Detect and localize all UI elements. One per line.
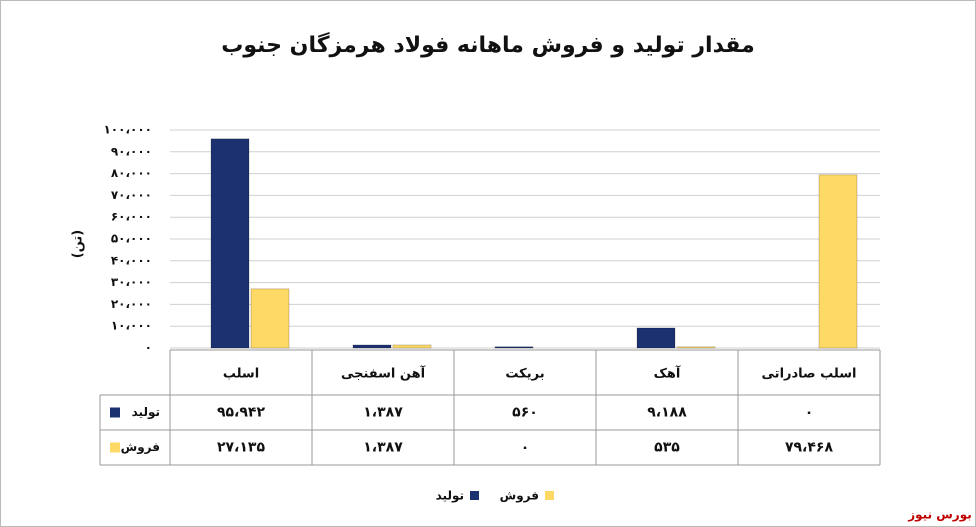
x-tick-label: اسلب (223, 367, 259, 382)
legend-key (545, 491, 554, 500)
x-tick-label: آهن اسفنجی (341, 365, 426, 382)
row-key (110, 407, 120, 418)
x-tick-label: بریکت (505, 367, 544, 382)
source: بورس نیوز (907, 508, 972, 523)
legend-label: فروش (500, 489, 539, 504)
row-key (110, 442, 120, 453)
bar (210, 138, 250, 349)
row-header: فروش (121, 440, 160, 455)
table-value: ۰ (521, 440, 530, 456)
table-value: ۹،۱۸۸ (647, 405, 687, 421)
legend-key (470, 491, 479, 500)
y-tick-label: ۴۰،۰۰۰ (111, 253, 152, 267)
y-tick-label: ۲۰،۰۰۰ (111, 297, 152, 311)
y-tick-label: ۰ (145, 341, 152, 355)
y-tick-label: ۱۰۰،۰۰۰ (103, 123, 152, 137)
y-tick-label: ۳۰،۰۰۰ (111, 275, 152, 289)
table-value: ۱،۳۸۷ (363, 405, 403, 421)
bar (392, 344, 432, 349)
row-header: تولید (132, 405, 160, 420)
y-tick-label: ۷۰،۰۰۰ (111, 188, 152, 202)
y-tick-label: ۵۰،۰۰۰ (111, 232, 152, 246)
table-value: ۵۶۰ (512, 405, 538, 421)
y-axis-label: (تن) (71, 230, 86, 259)
bar (250, 288, 290, 349)
table-value: ۲۷،۱۳۵ (217, 440, 265, 456)
table-value: ۵۳۵ (654, 440, 680, 456)
legend-label: تولید (436, 489, 464, 504)
bar (636, 327, 676, 349)
table-value: ۷۹،۴۶۸ (785, 440, 833, 456)
bar (818, 174, 858, 349)
table-value: ۹۵،۹۴۲ (217, 405, 265, 421)
bar (676, 346, 716, 349)
bar (352, 344, 392, 349)
y-tick-label: ۹۰،۰۰۰ (111, 144, 152, 158)
y-tick-label: ۶۰،۰۰۰ (111, 210, 152, 224)
chart-title: مقدار تولید و فروش ماهانه فولاد هرمزگان … (221, 31, 754, 58)
y-tick-label: ۱۰،۰۰۰ (111, 319, 152, 333)
x-tick-label: آهک (654, 365, 681, 382)
table-value: ۱،۳۸۷ (363, 440, 403, 456)
table-value: ۰ (805, 405, 814, 421)
bar (494, 346, 534, 349)
x-tick-label: اسلب صادراتی (762, 367, 857, 382)
y-tick-label: ۸۰،۰۰۰ (111, 166, 152, 180)
